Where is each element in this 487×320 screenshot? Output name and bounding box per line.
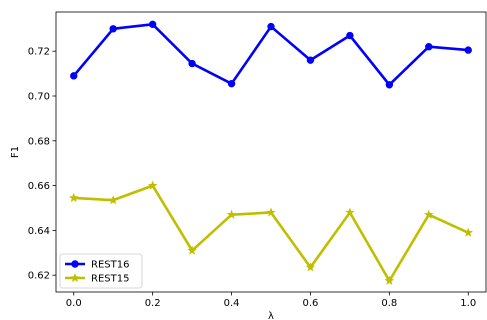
x-axis-label: λ [268,311,274,320]
y-axis-label: F1 [10,146,21,158]
data-point [306,56,315,64]
data-point [266,207,276,217]
legend-item: REST16 [65,260,129,271]
y-tick-label: 0.66 [28,181,50,192]
data-point [464,46,472,54]
series-rest16 [70,20,472,89]
y-tick-label: 0.62 [28,271,50,282]
x-tick-label: 0.0 [66,298,82,309]
data-point [267,22,275,31]
data-point [148,20,157,29]
series-rest15 [68,180,474,285]
plot-frame [55,11,487,293]
legend-marker [70,272,80,283]
legend: REST16 REST15 [59,253,143,289]
x-tick-label: 1.0 [460,298,476,309]
legend-box [59,253,143,289]
x-tick-label: 0.2 [145,298,161,309]
legend-label: REST16 [91,260,129,271]
data-point [345,207,355,217]
y-axis-ticks: 0.62 0.64 0.66 0.68 0.70 0.72 [28,47,56,282]
data-point [68,192,79,202]
data-point [463,227,474,237]
y-tick-label: 0.72 [28,47,50,58]
legend-item: REST15 [65,272,129,285]
data-point [346,31,354,40]
data-point [425,43,433,51]
data-point [147,180,158,190]
data-point [187,245,197,255]
legend-marker [71,260,79,268]
y-tick-label: 0.70 [28,92,50,103]
y-tick-label: 0.68 [28,136,50,147]
x-tick-label: 0.8 [381,298,397,309]
data-point [384,275,395,285]
x-tick-label: 0.6 [302,298,318,309]
data-point [108,195,118,205]
data-point [227,79,236,88]
series-line [72,23,469,87]
data-point [188,59,196,68]
data-point [109,25,117,33]
data-point [226,209,237,219]
data-point [70,72,78,80]
legend-label: REST15 [91,274,129,285]
data-point [385,81,394,89]
x-axis-ticks: 0.0 0.2 0.4 0.6 0.8 1.0 [66,292,476,309]
y-tick-label: 0.64 [28,226,50,237]
axes [55,11,487,293]
data-point [305,262,316,272]
data-point [424,209,434,219]
x-tick-label: 0.4 [224,298,240,309]
series-group [68,20,474,285]
